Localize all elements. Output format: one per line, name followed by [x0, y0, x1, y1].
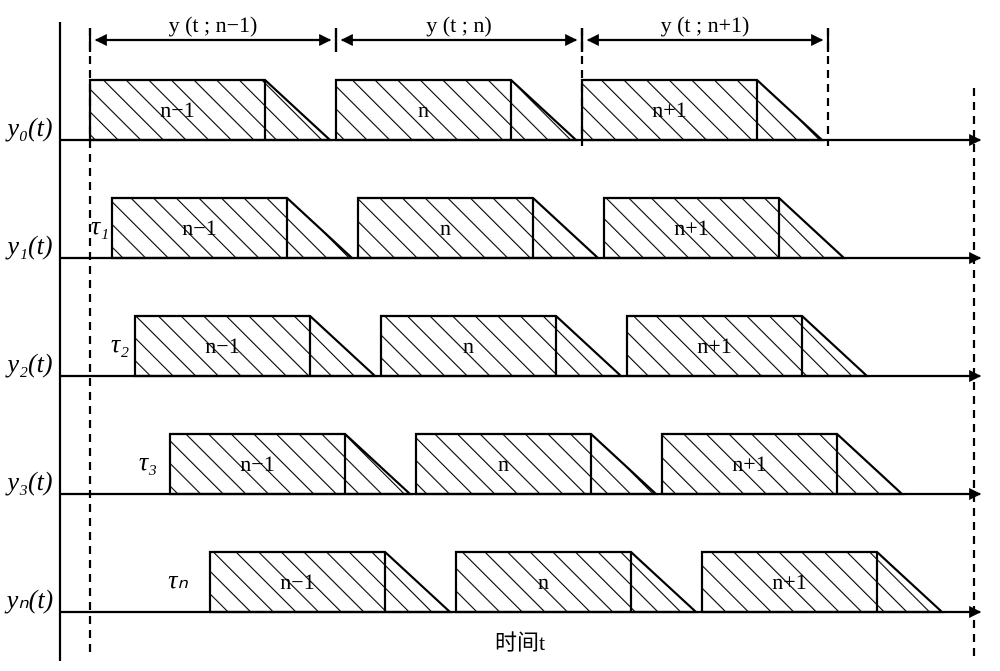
row-label: yₙ(t) [4, 585, 53, 614]
pulse-shape [381, 316, 621, 376]
pulse-shape [210, 552, 450, 612]
pulse-shape [456, 552, 696, 612]
row-label: y₂(t) [4, 349, 52, 378]
pulse-shape [112, 198, 352, 258]
pulse-label: n+1 [697, 333, 731, 358]
pulse-shape [336, 80, 576, 140]
pulse-label: n+1 [732, 451, 766, 476]
tau-label: τₙ [168, 565, 188, 594]
pulse-label: n−1 [240, 451, 274, 476]
pulse-label: n [498, 451, 509, 476]
pulse-label: n−1 [182, 215, 216, 240]
pulse-label: n [538, 569, 549, 594]
pulse-label: n+1 [674, 215, 708, 240]
pulse-delay-diagram: y (t ; n−1) y (t ; n) y (t ; n+1) y₀(t) n−1 n… [0, 0, 1000, 671]
pulse-label: n−1 [205, 333, 239, 358]
pulse-shape [662, 434, 902, 494]
pulse-label: n [418, 97, 429, 122]
tau-label: τ₁ [91, 211, 109, 240]
row-label: y₁(t) [4, 231, 52, 260]
pulse-label: n+1 [772, 569, 806, 594]
xaxis-caption: 时间t [495, 630, 545, 655]
tau-label: τ₃ [139, 447, 157, 476]
pulse-shape [627, 316, 867, 376]
pulse-label: n−1 [280, 569, 314, 594]
pulse-shape [702, 552, 942, 612]
pulse-label: n [463, 333, 474, 358]
tau-label: τ₂ [111, 329, 129, 358]
pulse-shape [170, 434, 410, 494]
top-bracket-label: y (t ; n−1) [169, 12, 258, 37]
pulse-shape [135, 316, 375, 376]
pulse-shape [90, 80, 330, 140]
top-bracket-label: y (t ; n) [426, 12, 491, 37]
row-label: y₀(t) [4, 113, 52, 142]
pulse-label: n−1 [160, 97, 194, 122]
pulse-shape [582, 80, 822, 140]
pulse-shape [416, 434, 656, 494]
top-bracket-label: y (t ; n+1) [661, 12, 750, 37]
row-label: y₃(t) [4, 467, 52, 496]
pulse-shape [358, 198, 598, 258]
pulse-label: n [440, 215, 451, 240]
pulse-label: n+1 [652, 97, 686, 122]
pulse-shape [604, 198, 844, 258]
